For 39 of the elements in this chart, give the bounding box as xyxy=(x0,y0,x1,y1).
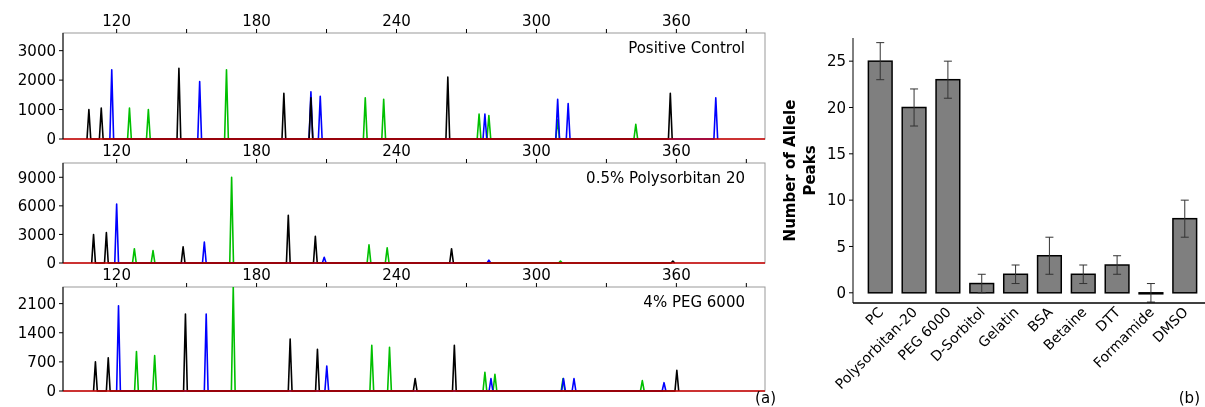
y-tick-label: 2000 xyxy=(17,71,56,90)
x-tick-label: 120 xyxy=(102,142,131,160)
x-tick-label: 120 xyxy=(102,266,131,284)
x-tick-label: 360 xyxy=(662,142,691,160)
x-tick-label: 240 xyxy=(382,12,411,30)
x-tick-label: 240 xyxy=(382,266,411,284)
y-tick-label: 20 xyxy=(826,98,846,117)
chart-title: Positive Control xyxy=(628,39,745,57)
y-tick-label: 3000 xyxy=(17,41,56,60)
y-tick-label: 15 xyxy=(826,145,846,164)
chart-title: 4% PEG 6000 xyxy=(643,293,745,311)
x-tick-label: 120 xyxy=(102,12,131,30)
x-tick-label: 300 xyxy=(522,266,551,284)
y-tick-label: 0 xyxy=(46,130,56,149)
y-tick-label: 25 xyxy=(826,52,846,71)
x-tick-label: 180 xyxy=(242,266,271,284)
y-tick-label: 1400 xyxy=(17,324,56,343)
y-tick-label: 3000 xyxy=(17,225,56,244)
x-tick-label: 360 xyxy=(662,266,691,284)
y-tick-label: 0 xyxy=(836,284,846,303)
y-tick-label: 1000 xyxy=(17,100,56,119)
y-tick-label: 5 xyxy=(836,237,846,256)
y-tick-label: 10 xyxy=(826,191,846,210)
x-tick-label: 180 xyxy=(242,12,271,30)
annotation: (a) xyxy=(755,389,776,407)
x-tick-label: 300 xyxy=(522,142,551,160)
y-axis-title: Number of Allele Peaks xyxy=(781,99,819,242)
y-tick-label: 9000 xyxy=(17,168,56,187)
y-tick-label: 0 xyxy=(46,254,56,273)
y-tick-label: 0 xyxy=(46,382,56,401)
y-tick-label: 2100 xyxy=(17,294,56,313)
x-tick-label: 360 xyxy=(662,12,691,30)
x-tick-label: 300 xyxy=(522,12,551,30)
x-tick-label: 180 xyxy=(242,142,271,160)
chart-title: 0.5% Polysorbitan 20 xyxy=(586,169,745,187)
x-tick-label: 240 xyxy=(382,142,411,160)
text: (b) xyxy=(1178,389,1200,407)
y-tick-label: 6000 xyxy=(17,197,56,216)
y-tick-label: 700 xyxy=(27,353,56,372)
